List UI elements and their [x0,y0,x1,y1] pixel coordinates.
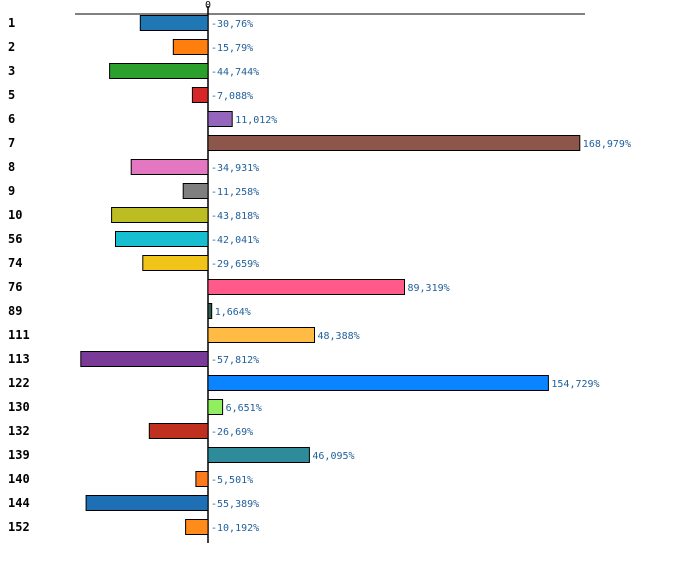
bar-74 [142,255,209,271]
category-label-9: 9 [8,184,15,198]
bar-152 [185,519,209,535]
value-label-56: -42,041% [211,235,259,246]
bar-7 [207,135,581,151]
value-label-111: 48,388% [318,331,360,342]
category-label-56: 56 [8,232,22,246]
category-label-144: 144 [8,496,30,510]
category-label-76: 76 [8,280,22,294]
bar-2 [172,39,209,55]
value-label-2: -15,79% [211,43,253,54]
category-label-5: 5 [8,88,15,102]
category-label-140: 140 [8,472,30,486]
value-label-152: -10,192% [211,523,259,534]
value-label-74: -29,659% [211,259,259,270]
value-label-89: 1,664% [215,307,251,318]
category-label-113: 113 [8,352,30,366]
value-label-132: -26,69% [211,427,253,438]
bar-6 [207,111,233,127]
category-label-139: 139 [8,448,30,462]
category-label-6: 6 [8,112,15,126]
category-label-111: 111 [8,328,30,342]
zero-tick-label: 0 [205,0,211,11]
value-label-10: -43,818% [211,211,259,222]
value-label-9: -11,258% [211,187,259,198]
bar-9 [182,183,209,199]
category-label-122: 122 [8,376,30,390]
category-label-1: 1 [8,16,15,30]
category-label-7: 7 [8,136,15,150]
value-label-144: -55,389% [211,499,259,510]
category-label-89: 89 [8,304,22,318]
value-label-122: 154,729% [551,379,599,390]
bar-10 [111,207,209,223]
bar-113 [80,351,209,367]
bar-89 [207,303,213,319]
bar-56 [115,231,209,247]
bar-111 [207,327,315,343]
bar-140 [195,471,209,487]
bar-3 [109,63,209,79]
value-label-1: -30,76% [211,19,253,30]
bar-76 [207,279,405,295]
bar-5 [191,87,209,103]
value-label-76: 89,319% [408,283,450,294]
value-label-6: 11,012% [235,115,277,126]
category-label-74: 74 [8,256,22,270]
value-label-113: -57,812% [211,355,259,366]
category-label-152: 152 [8,520,30,534]
bar-144 [85,495,209,511]
category-label-132: 132 [8,424,30,438]
category-label-3: 3 [8,64,15,78]
bar-122 [207,375,549,391]
value-label-140: -5,501% [211,475,253,486]
value-label-5: -7,088% [211,91,253,102]
value-label-8: -34,931% [211,163,259,174]
bar-132 [148,423,209,439]
bar-139 [207,447,310,463]
category-label-130: 130 [8,400,30,414]
category-label-2: 2 [8,40,15,54]
value-label-7: 168,979% [583,139,631,150]
value-label-130: 6,651% [226,403,262,414]
bar-130 [207,399,224,415]
value-label-3: -44,744% [211,67,259,78]
category-label-10: 10 [8,208,22,222]
bar-1 [139,15,209,31]
category-label-8: 8 [8,160,15,174]
value-label-139: 46,095% [312,451,354,462]
bar-8 [130,159,209,175]
bars-group: 1 -30,76% 2 -15,79% 3 -44,744% 5 -7,088% 6 11,012… [8,15,631,535]
